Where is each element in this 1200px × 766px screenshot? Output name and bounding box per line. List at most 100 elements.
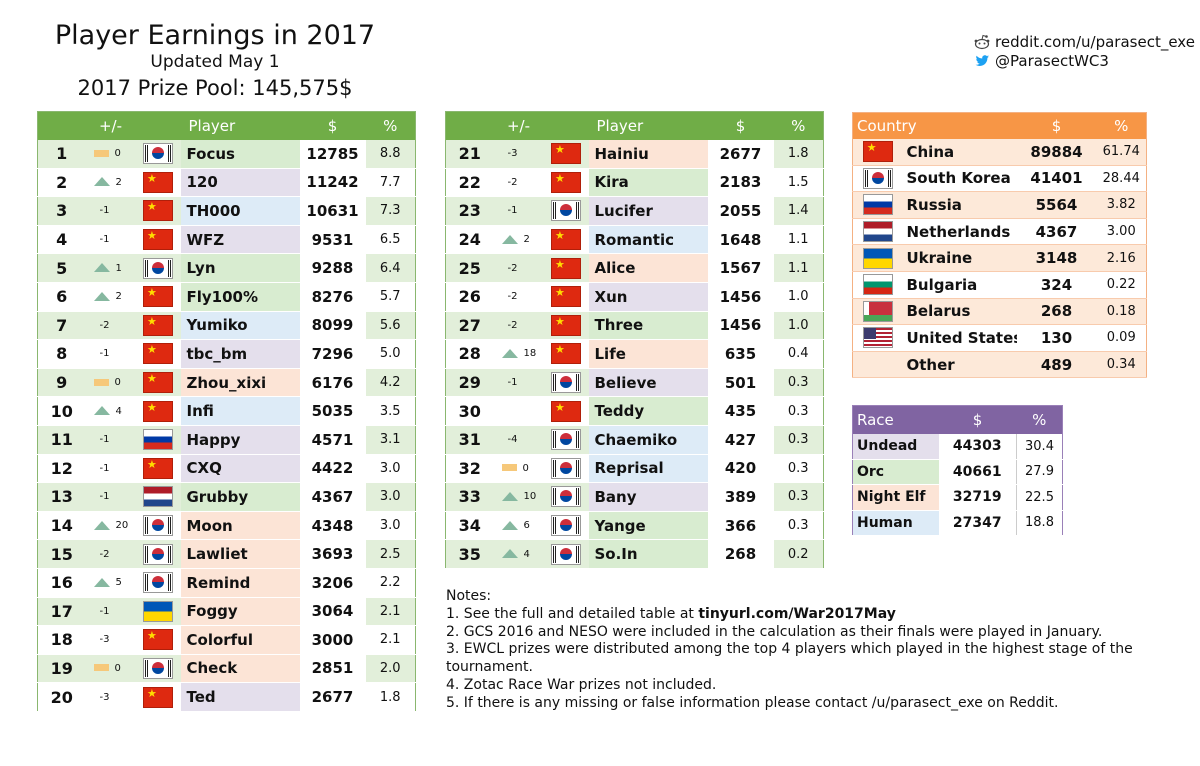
flag-cell <box>543 539 589 569</box>
rank: 17 <box>37 597 86 627</box>
player-name: Lyn <box>180 253 300 283</box>
flag-cell <box>135 311 181 341</box>
flag-kr-icon <box>143 657 173 679</box>
up-arrow-icon <box>501 348 518 358</box>
race-earnings: 44303 <box>938 433 1017 460</box>
race-name: Orc <box>852 459 939 485</box>
player-name: Fly100% <box>180 282 300 312</box>
player-earnings: 3000 <box>299 625 366 655</box>
col-percent: % <box>1114 116 1129 135</box>
country-percent: 3.82 <box>1096 191 1147 219</box>
flag-kr-icon <box>143 143 173 165</box>
country-earnings: 4367 <box>1016 218 1097 246</box>
rank-delta: -1 <box>99 491 110 503</box>
rank-delta: -3 <box>99 691 110 703</box>
flag-cell <box>135 168 181 198</box>
rank: 26 <box>445 282 494 312</box>
rank-change: 1 <box>85 253 136 283</box>
flag-kr-icon <box>143 543 173 565</box>
up-arrow-icon <box>501 234 518 244</box>
flag-none-icon <box>863 354 893 375</box>
rank-change: -1 <box>85 454 136 484</box>
rank-delta: 4 <box>523 548 530 560</box>
country-name: South Korea <box>902 165 1017 193</box>
col-percent: % <box>1032 410 1047 429</box>
flag-cell <box>135 539 181 569</box>
rank-change: -1 <box>85 339 136 369</box>
flag-cell <box>135 282 181 312</box>
player-table-left: +/- Player $ % 10Focus127858.82212011242… <box>37 111 416 712</box>
flag-kr-icon <box>551 429 581 451</box>
country-percent: 0.34 <box>1096 351 1147 379</box>
flag-us-icon <box>862 327 893 349</box>
rank-change: -1 <box>85 597 136 627</box>
player-percent: 0.3 <box>773 454 824 484</box>
flag-cell <box>135 568 181 598</box>
note-3: 3. EWCL prizes were distributed among th… <box>446 641 1133 676</box>
rank-change: -2 <box>493 168 544 198</box>
table-row: Other 489 0.34 <box>852 351 1147 379</box>
player-name: Zhou_xixi <box>180 368 300 398</box>
note-1-link[interactable]: tinyurl.com/War2017May <box>698 605 896 622</box>
player-name: WFZ <box>180 225 300 255</box>
twitter-link[interactable]: @ParasectWC3 <box>974 52 1109 70</box>
table-row: 29 -1 Believe 501 0.3 <box>445 368 824 398</box>
flag-cn-icon <box>143 372 173 394</box>
rank: 16 <box>37 568 86 598</box>
rank: 4 <box>37 225 86 255</box>
flag-cell <box>135 196 181 226</box>
player-earnings: 4367 <box>299 482 366 512</box>
player-earnings: 2851 <box>299 654 366 684</box>
flag-cn-icon <box>143 314 173 336</box>
rank-delta: -1 <box>99 205 110 217</box>
no-change-icon <box>501 464 517 472</box>
rank: 27 <box>445 311 494 341</box>
flag-cell <box>543 168 589 198</box>
player-percent: 0.2 <box>773 539 824 569</box>
flag-kr-icon <box>551 457 581 479</box>
rank-delta: 4 <box>115 405 122 417</box>
flag-cell <box>135 597 181 627</box>
flag-kr-icon <box>551 372 581 394</box>
rank: 10 <box>37 396 86 426</box>
player-name: Infi <box>180 396 300 426</box>
note-4: 4. Zotac Race War prizes not included. <box>446 676 717 693</box>
col-player: Player <box>188 116 236 135</box>
reddit-link[interactable]: reddit.com/u/parasect_exe <box>974 33 1195 51</box>
player-name: Yumiko <box>180 311 300 341</box>
flag-cell <box>543 368 589 398</box>
flag-cn-icon <box>143 229 173 251</box>
player-percent: 3.5 <box>365 396 416 426</box>
table-header: +/- Player $ % <box>445 111 824 140</box>
race-percent: 30.4 <box>1016 433 1063 460</box>
rank-delta: -1 <box>507 377 518 389</box>
rank-change: 2 <box>493 225 544 255</box>
flag-cell <box>135 482 181 512</box>
rank-change <box>493 396 544 426</box>
prize-pool: 2017 Prize Pool: 145,575$ <box>77 76 353 100</box>
flag-cn-icon <box>143 686 173 708</box>
player-earnings: 435 <box>707 396 774 426</box>
flag-cn-icon <box>143 457 173 479</box>
rank-change: 0 <box>493 454 544 484</box>
player-name: Focus <box>180 139 300 169</box>
rank: 32 <box>445 454 494 484</box>
flag-cell <box>852 324 903 352</box>
rank-change: -2 <box>493 282 544 312</box>
table-row: 31 -4 Chaemiko 427 0.3 <box>445 425 824 455</box>
flag-kr-icon <box>551 543 581 565</box>
rank: 5 <box>37 253 86 283</box>
rank-delta: 18 <box>523 348 537 360</box>
rank-delta: -2 <box>507 291 518 303</box>
rank: 28 <box>445 339 494 369</box>
rank-delta: -2 <box>99 319 110 331</box>
player-percent: 2.1 <box>365 625 416 655</box>
player-percent: 0.3 <box>773 368 824 398</box>
flag-cell <box>135 625 181 655</box>
